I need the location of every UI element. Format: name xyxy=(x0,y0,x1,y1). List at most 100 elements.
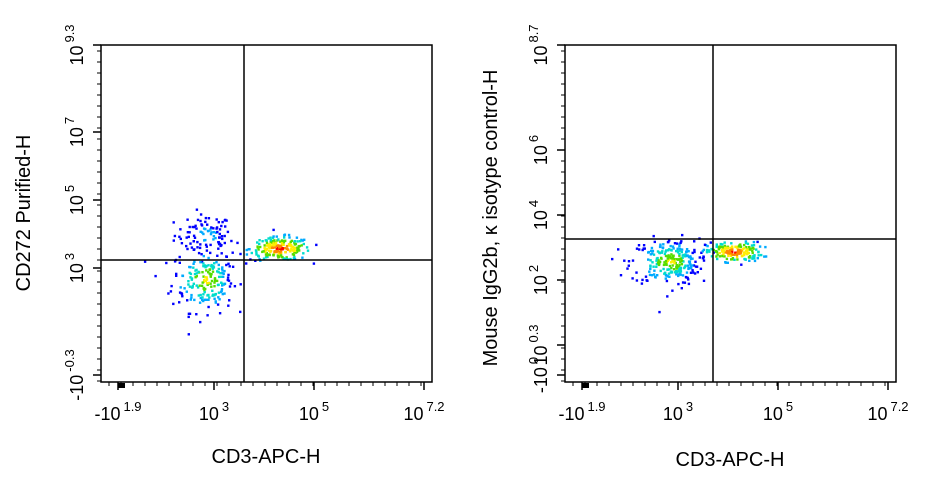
scatter-point xyxy=(213,281,216,284)
scatter-point xyxy=(173,234,177,238)
scatter-point xyxy=(692,271,695,274)
scatter-point xyxy=(672,257,676,261)
scatter-point xyxy=(272,241,275,245)
scatter-point xyxy=(288,236,291,239)
scatter-point xyxy=(225,255,228,258)
scatter-point xyxy=(658,251,661,254)
scatter-point xyxy=(744,258,747,261)
scatter-point xyxy=(218,236,221,239)
scatter-point xyxy=(186,231,190,234)
scatter-point xyxy=(736,245,739,249)
scatter-point xyxy=(748,245,751,249)
y-axis-title: Mouse IgG2b, κ isotype control-H xyxy=(480,70,502,367)
scatter-point xyxy=(743,247,746,250)
scatter-point xyxy=(206,229,210,233)
scatter-point xyxy=(656,274,659,277)
scatter-point xyxy=(290,247,293,251)
scatter-point xyxy=(726,247,730,250)
scatter-point xyxy=(665,274,668,277)
scatter-point xyxy=(196,286,200,289)
scatter-point xyxy=(681,274,685,277)
scatter-point xyxy=(683,281,687,284)
scatter-point xyxy=(188,285,192,288)
scatter-point xyxy=(292,249,295,252)
scatter-point xyxy=(192,234,196,237)
scatter-point xyxy=(678,265,681,268)
scatter-point xyxy=(293,251,296,254)
scatter-point xyxy=(649,253,653,256)
y-tick-label: -10-0.3 xyxy=(62,349,87,400)
scatter-point xyxy=(285,257,288,261)
scatter-point xyxy=(650,249,653,253)
scatter-point xyxy=(193,260,196,263)
scatter-point xyxy=(208,272,211,275)
scatter-point xyxy=(189,242,192,245)
scatter-point xyxy=(666,257,669,260)
scatter-point xyxy=(283,247,287,250)
scatter-point xyxy=(204,220,207,224)
scatter-point xyxy=(652,265,655,268)
scatter-point xyxy=(650,274,654,277)
scatter-point xyxy=(222,272,225,275)
scatter-point xyxy=(739,245,743,248)
scatter-point xyxy=(734,245,737,249)
plot-frame xyxy=(564,44,897,383)
scatter-point xyxy=(684,253,687,256)
scatter-point xyxy=(724,251,727,254)
scatter-point xyxy=(687,282,691,286)
scatter-point xyxy=(728,250,732,254)
scatter-point xyxy=(681,281,685,284)
scatter-point xyxy=(655,265,658,268)
scatter-point xyxy=(269,240,272,243)
scatter-point xyxy=(736,250,739,253)
scatter-point xyxy=(753,254,756,257)
scatter-point xyxy=(201,296,204,299)
scatter-point xyxy=(272,228,275,232)
scatter-point xyxy=(689,265,692,268)
scatter-point xyxy=(179,228,182,231)
y-tick-label: 106 xyxy=(526,135,551,165)
scatter-point xyxy=(631,259,635,262)
scatter-point xyxy=(196,240,199,244)
scatter-point xyxy=(689,257,693,261)
scatter-point xyxy=(214,236,217,240)
scatter-point xyxy=(690,266,693,270)
scatter-point xyxy=(185,236,188,239)
scatter-point xyxy=(676,270,679,273)
scatter-point xyxy=(209,282,212,285)
scatter-point xyxy=(207,264,210,267)
scatter-point xyxy=(626,267,629,270)
scatter-point xyxy=(220,275,223,278)
scatter-point xyxy=(662,267,665,271)
scatter-point xyxy=(214,292,217,296)
scatter-point xyxy=(725,257,729,261)
scatter-point xyxy=(744,252,748,255)
scatter-point xyxy=(187,280,190,283)
scatter-point xyxy=(192,262,195,265)
scatter-point xyxy=(670,256,674,259)
scatter-point xyxy=(680,263,684,266)
scatter-point xyxy=(195,284,198,287)
scatter-point xyxy=(233,285,237,288)
scatter-point xyxy=(219,272,222,275)
scatter-point xyxy=(206,283,209,286)
scatter-point xyxy=(188,265,191,269)
scatter-point xyxy=(209,232,213,236)
scatter-point xyxy=(215,226,219,229)
scatter-point xyxy=(668,239,671,242)
scatter-point xyxy=(210,263,213,267)
scatter-point xyxy=(670,266,673,270)
scatter-point xyxy=(300,238,303,242)
scatter-point xyxy=(207,256,210,260)
scatter-point xyxy=(741,248,744,251)
y-tick-label: 107 xyxy=(62,117,87,147)
scatter-point xyxy=(735,253,739,257)
scatter-point xyxy=(193,225,196,229)
scatter-point xyxy=(281,247,284,250)
scatter-point xyxy=(640,282,644,285)
scatter-point xyxy=(275,250,278,253)
scatter-point xyxy=(752,244,756,247)
scatter-point xyxy=(738,243,741,247)
scatter-point xyxy=(268,246,271,250)
